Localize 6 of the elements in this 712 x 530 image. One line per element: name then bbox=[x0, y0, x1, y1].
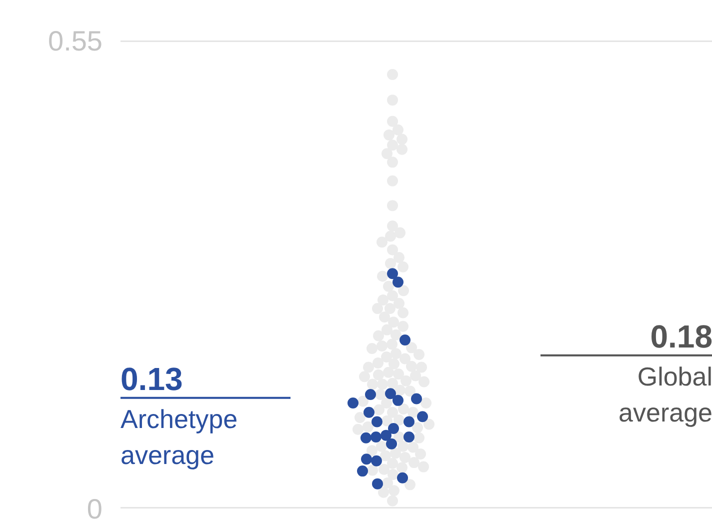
y-tick-label: 0.55 bbox=[48, 26, 103, 56]
annotation: 0.13 bbox=[120, 360, 183, 397]
ref-line-label: Global average bbox=[618, 361, 712, 428]
annotation: 0.18 bbox=[650, 318, 712, 354]
y-tick-label: 0 bbox=[86, 494, 103, 524]
ref-line-label: Archetype average bbox=[120, 404, 238, 470]
